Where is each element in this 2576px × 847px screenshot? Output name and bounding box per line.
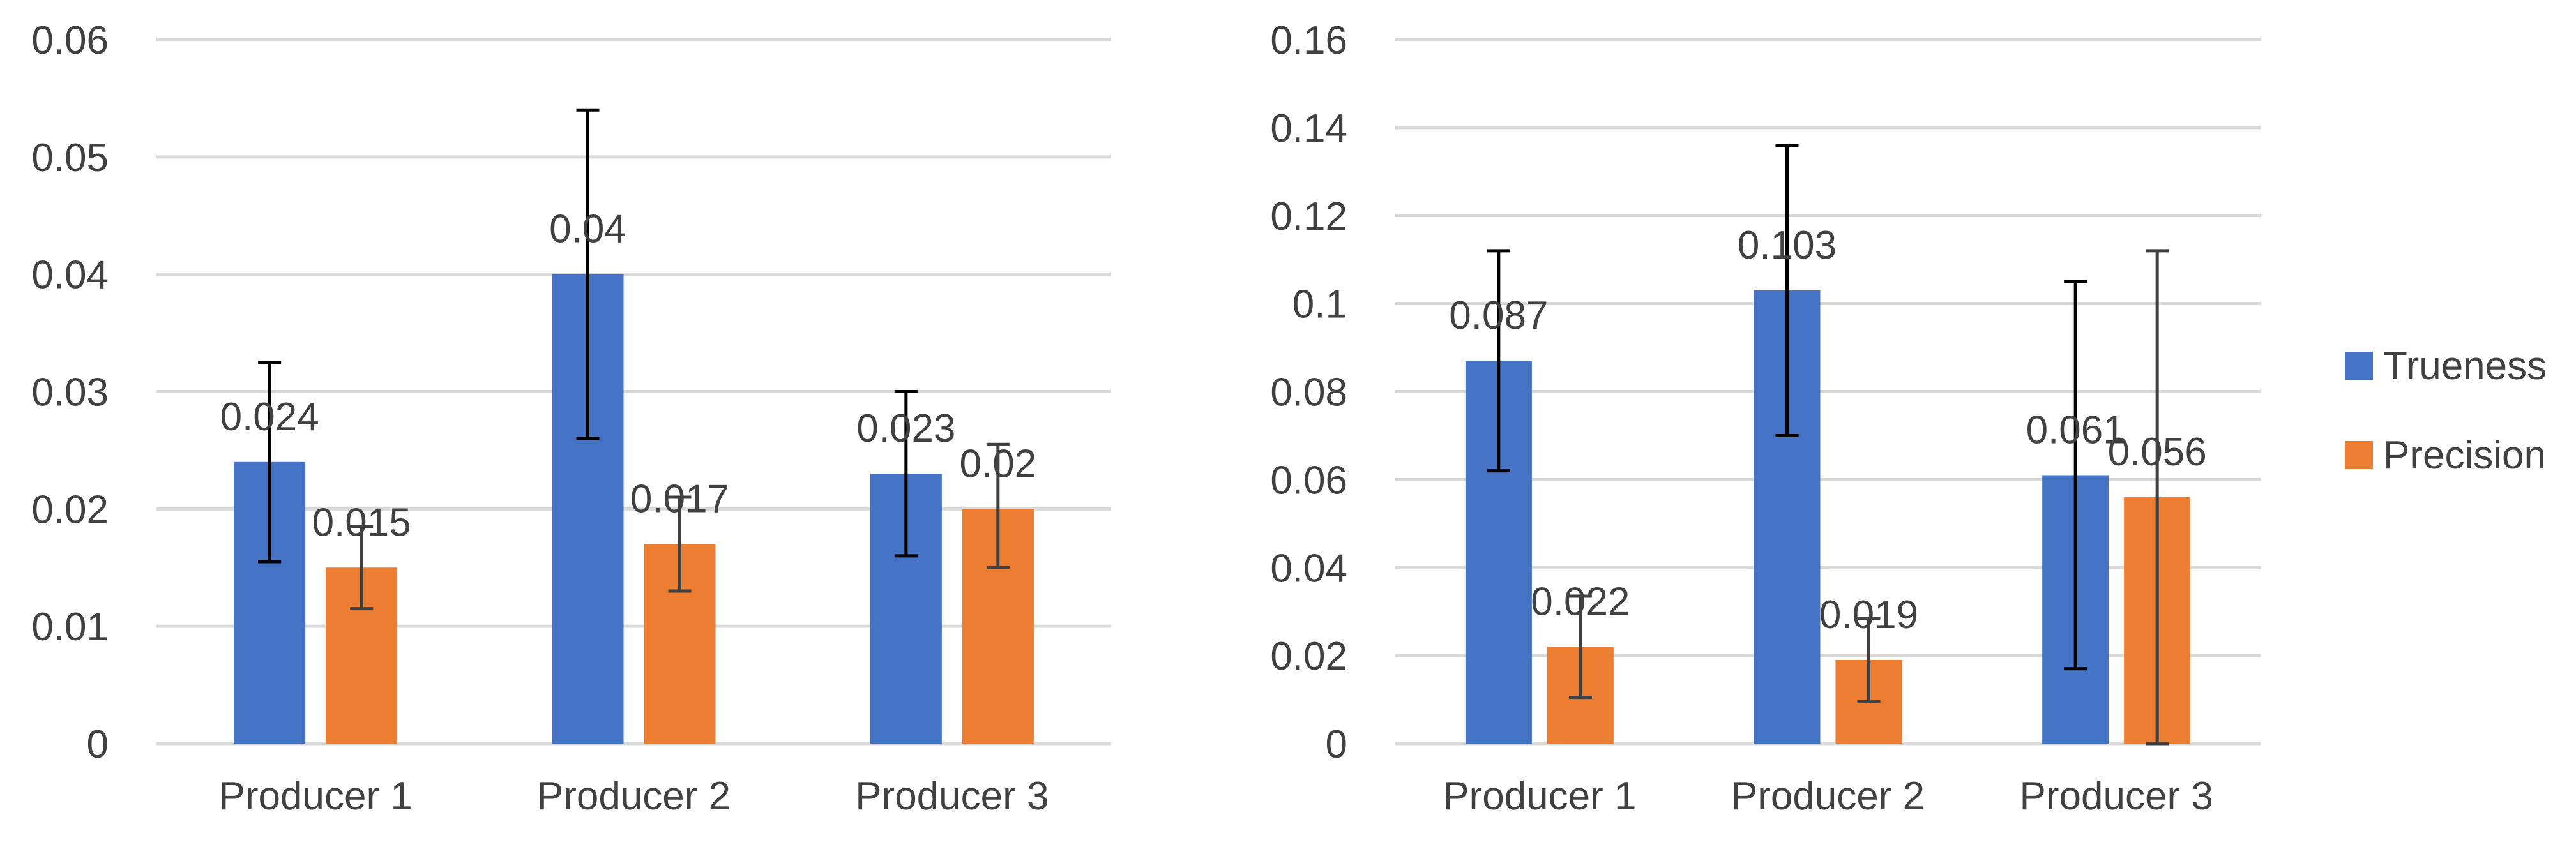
legend-label: Precision [2383, 433, 2546, 477]
x-tick-label: Producer 2 [537, 774, 731, 818]
legend-swatch-trueness [2345, 352, 2373, 380]
y-tick-label: 0.02 [31, 488, 109, 532]
x-tick-label: Producer 1 [1443, 774, 1636, 818]
y-tick-label: 0.06 [1270, 458, 1347, 502]
y-tick-label: 0 [87, 723, 109, 767]
y-tick-label: 0.04 [31, 253, 109, 297]
y-tick-label: 0.1 [1292, 283, 1347, 327]
data-label: 0.024 [220, 395, 319, 439]
chart-1: 0 0.01 0.02 0.03 0.04 0.05 0.06 Producer 1 0.024… [31, 19, 1111, 818]
data-label: 0.015 [312, 500, 411, 544]
data-label: 0.022 [1531, 580, 1630, 624]
y-tick-label: 0.08 [1270, 371, 1347, 415]
x-tick-label: Producer 3 [2020, 774, 2213, 818]
legend: Trueness Precision [2345, 344, 2547, 477]
data-label: 0.017 [630, 477, 729, 521]
data-label: 0.103 [1738, 223, 1837, 267]
x-tick-label: Producer 1 [219, 774, 413, 818]
y-tick-label: 0.04 [1270, 546, 1347, 590]
legend-swatch-precision [2345, 441, 2373, 469]
chart-2: 0 0.02 0.04 0.06 0.08 0.1 0.12 0.14 0.16 Producer… [1270, 19, 2261, 818]
y-tick-label: 0.12 [1270, 195, 1347, 239]
data-label: 0.023 [856, 407, 955, 451]
y-tick-label: 0.01 [31, 605, 109, 649]
x-tick-label: Producer 2 [1731, 774, 1925, 818]
data-label: 0.04 [549, 207, 626, 251]
y-tick-label: 0.05 [31, 136, 109, 180]
legend-label: Trueness [2383, 344, 2547, 388]
data-label: 0.061 [2026, 408, 2125, 452]
y-tick-label: 0.14 [1270, 107, 1347, 151]
x-tick-label: Producer 3 [855, 774, 1049, 818]
y-tick-label: 0.06 [31, 19, 109, 63]
y-tick-label: 0.03 [31, 371, 109, 415]
data-label: 0.019 [1819, 593, 1918, 637]
y-tick-label: 0.02 [1270, 634, 1347, 678]
y-tick-label: 0.16 [1270, 19, 1347, 63]
data-label: 0.056 [2108, 430, 2207, 474]
data-label: 0.087 [1449, 294, 1548, 338]
data-label: 0.02 [959, 442, 1036, 486]
y-tick-label: 0 [1326, 723, 1347, 767]
